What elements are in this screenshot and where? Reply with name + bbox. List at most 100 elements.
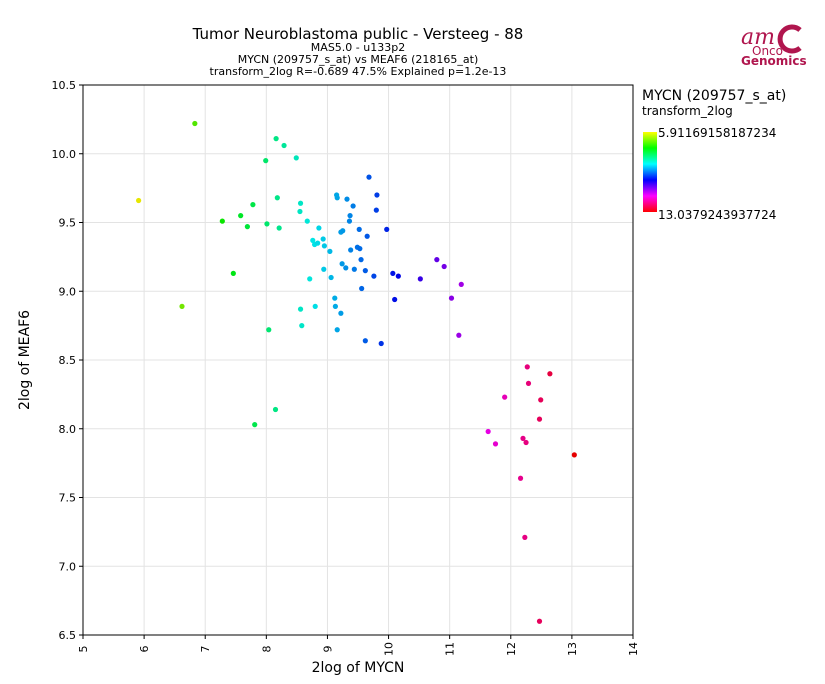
data-point [524, 364, 530, 370]
chart-subtitle-2: MYCN (209757_s_at) vs MEAF6 (218165_at) [238, 53, 479, 66]
data-point [315, 240, 321, 246]
legend-title: MYCN (209757_s_at) [642, 88, 786, 104]
data-point [347, 213, 353, 219]
data-point [304, 218, 310, 224]
data-point [536, 618, 543, 624]
data-point [417, 276, 423, 282]
data-points [136, 120, 577, 624]
data-point [525, 380, 532, 386]
data-point [348, 247, 354, 253]
legend-min-label: 13.0379243937724 [658, 208, 776, 222]
chart-title: Tumor Neuroblastoma public - Versteeg - … [192, 25, 524, 43]
chart-subtitle-3: transform_2log R=-0.689 47.5% Explained … [210, 65, 507, 78]
y-tick-label: 6.5 [59, 629, 77, 642]
data-point [343, 265, 349, 271]
data-point [448, 295, 455, 301]
data-point [441, 263, 447, 270]
data-point [395, 273, 401, 279]
data-point [293, 155, 299, 161]
data-point [328, 274, 334, 281]
data-point [334, 195, 340, 201]
data-point [378, 340, 384, 347]
y-tick-label: 9.0 [59, 285, 77, 298]
data-point [357, 246, 363, 252]
data-point [351, 266, 357, 272]
data-point [359, 285, 365, 292]
data-point [332, 303, 338, 309]
data-point [538, 397, 544, 403]
data-point [310, 237, 316, 243]
y-axis-ticks: 6.5 7.0 7.5 8.0 8.5 9.0 9.5 10.0 10.5 [52, 79, 83, 642]
data-point [392, 296, 398, 303]
data-point [238, 213, 244, 219]
data-point [517, 475, 524, 481]
data-point [276, 225, 282, 231]
data-point [374, 192, 380, 198]
y-tick-label: 7.0 [59, 560, 77, 573]
data-point [520, 435, 526, 441]
logo-text-genomics: Genomics [741, 54, 807, 68]
data-point [297, 200, 304, 206]
data-point [316, 225, 322, 231]
data-point [492, 441, 499, 447]
data-point [266, 327, 272, 333]
x-axis-label: 2log of MYCN [312, 660, 405, 676]
amc-onco-genomics-logo: am Onco Genomics [741, 24, 807, 68]
data-point [219, 218, 225, 224]
data-point [362, 338, 368, 344]
data-point [366, 174, 372, 180]
y-axis-label: 2log of MEAF6 [17, 310, 33, 410]
data-point [456, 332, 462, 338]
data-point [299, 323, 305, 329]
x-tick-label: 10 [383, 642, 396, 656]
x-tick-label: 7 [199, 646, 212, 653]
data-point [263, 158, 269, 164]
data-point [281, 142, 287, 149]
data-point [522, 534, 528, 540]
data-point [502, 394, 508, 400]
data-point [192, 120, 198, 127]
data-point [350, 203, 356, 209]
x-tick-label: 12 [505, 642, 518, 656]
x-tick-label: 9 [321, 646, 334, 653]
x-tick-label: 11 [444, 642, 457, 656]
x-tick-label: 14 [627, 642, 640, 656]
data-point [358, 257, 364, 263]
y-tick-label: 10.5 [52, 79, 77, 92]
legend-color-bar [643, 132, 657, 212]
data-point [340, 228, 346, 234]
data-point [136, 197, 142, 204]
logo-text-onco: Onco [752, 44, 783, 58]
data-point [434, 257, 440, 263]
data-point [230, 270, 236, 276]
logo-text-am: am [741, 25, 775, 50]
data-point [264, 221, 270, 227]
data-point [252, 422, 258, 428]
data-point [297, 208, 303, 215]
x-tick-label: 13 [566, 642, 579, 656]
data-point [364, 233, 370, 239]
data-point [272, 406, 279, 413]
data-point [485, 428, 491, 435]
x-tick-label: 8 [260, 646, 273, 653]
data-point [321, 266, 327, 272]
data-point [312, 303, 318, 309]
data-point [362, 268, 368, 274]
data-point [338, 310, 344, 316]
data-point [320, 236, 326, 242]
data-point [274, 195, 280, 201]
data-point [244, 224, 250, 230]
logo-arc-icon [777, 24, 802, 54]
data-point [458, 281, 464, 287]
data-point [297, 306, 304, 312]
y-tick-label: 7.5 [59, 492, 77, 505]
x-axis-ticks: 5 6 7 8 9 10 11 12 13 14 [77, 635, 640, 656]
data-point [334, 327, 340, 333]
y-tick-label: 8.0 [59, 423, 77, 436]
data-point [332, 295, 338, 301]
data-point [179, 303, 185, 309]
data-point [250, 202, 256, 208]
data-point [390, 270, 396, 276]
y-tick-label: 8.5 [59, 354, 77, 367]
